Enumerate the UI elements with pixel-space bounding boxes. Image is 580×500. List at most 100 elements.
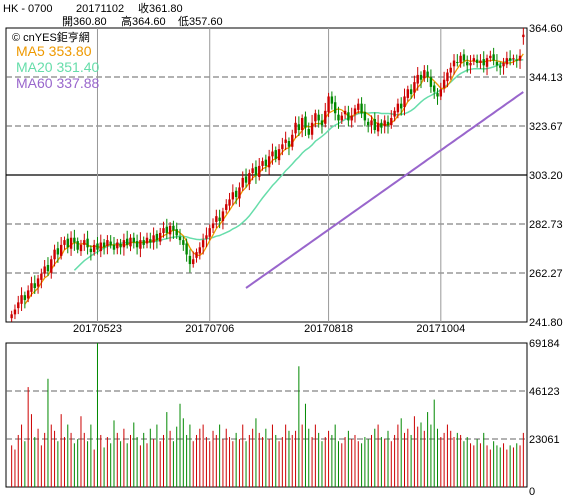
candle-body [340,115,343,121]
candle-body [360,103,363,114]
candle-body [307,129,310,135]
candle-body [337,114,340,121]
candle-body [281,144,284,150]
date-label: 20171102 [76,3,124,15]
candle-body [172,225,175,231]
candle-body [13,309,17,315]
low-label: 低357.60 [178,15,223,28]
candle-body [185,243,188,255]
price-grid [6,76,527,274]
candle-body [122,240,126,248]
volume-grid [6,390,527,440]
candle-body [433,85,436,92]
candle-body [139,240,142,249]
candle-body [168,225,172,235]
volume-bars [11,343,524,487]
candle-body [201,240,205,248]
candle-body [386,121,390,126]
candle-body [419,74,423,80]
candle-body [357,103,360,110]
candle-body [40,273,43,280]
candle-body [231,192,235,200]
symbol-label: HK - 0700 [3,3,53,15]
candle-body [261,161,264,166]
candle-body [304,116,307,128]
candle-body [225,204,228,210]
candle-body [400,103,403,109]
candle-body [409,89,413,95]
candle-body [363,111,367,121]
candle-body [423,70,426,79]
price-tick-label: 241.80 [529,317,563,329]
candle-body [234,190,238,198]
candle-body [76,241,79,250]
candle-body [116,242,119,249]
candle-body [406,89,410,98]
candle-body [353,108,357,115]
candle-body [264,159,268,166]
candle-body [396,103,400,113]
candle-body [482,59,485,66]
candle-body [370,120,373,126]
candle-body [317,114,320,121]
candle-body [333,102,337,114]
candle-body [112,244,116,250]
volume-tick-label: 46123 [529,386,560,398]
candle-body [350,115,353,121]
ma5-legend: MA5 353.80 [16,43,92,59]
ma60-line [245,91,524,289]
price-tick-label: 344.13 [529,72,563,84]
close-label: 收361.80 [138,1,183,15]
candle-body [192,259,195,265]
candle-body [106,240,109,246]
candle-body [495,61,499,66]
candle-body [314,113,317,122]
candle-body [79,244,83,252]
candle-body [66,238,69,248]
volume-panel-frame [5,342,528,488]
candle-body [508,58,512,61]
candle-body [512,58,515,60]
candle-body [20,295,23,304]
candle-body [327,96,330,113]
candle-body [258,165,261,177]
candle-body [125,238,129,245]
candle-body [416,74,419,84]
candle-body [248,173,251,185]
candle-body [366,121,370,126]
candle-body [426,71,429,78]
candle-body [274,150,277,159]
candle-body [499,65,502,68]
candle-body [485,58,489,67]
candle-body [393,110,396,117]
candle-body [228,199,231,206]
price-tick-label: 303.20 [529,170,563,182]
candle-body [96,243,99,250]
volume-tick-label: 23061 [529,434,560,446]
candle-body [145,237,149,244]
candle-body [522,34,525,38]
candle-body [373,118,376,130]
volume-tick-label: 69184 [529,338,560,350]
volume-axis-ticks: 69184 46123 23061 0 [529,338,560,498]
candle-body [383,120,386,127]
date-tick-label: 20170706 [185,323,234,335]
candle-body [175,229,178,236]
candle-body [43,266,46,274]
date-axis-ticks: 20170523 20170706 20170818 20171004 [73,28,465,335]
candle-body [502,62,505,67]
candle-body [73,237,76,243]
candle-body [159,232,162,242]
price-tick-label: 262.27 [529,268,563,280]
brand-label: © cnYES鉅亨網 [12,30,90,44]
candle-body [472,58,476,62]
candle-body [251,168,254,174]
candle-body [244,176,248,183]
candle-body [53,249,56,260]
candle-body [30,283,33,292]
candle-body [182,240,185,245]
candle-body [489,55,492,59]
candle-body [132,237,135,243]
candle-body [456,61,459,63]
